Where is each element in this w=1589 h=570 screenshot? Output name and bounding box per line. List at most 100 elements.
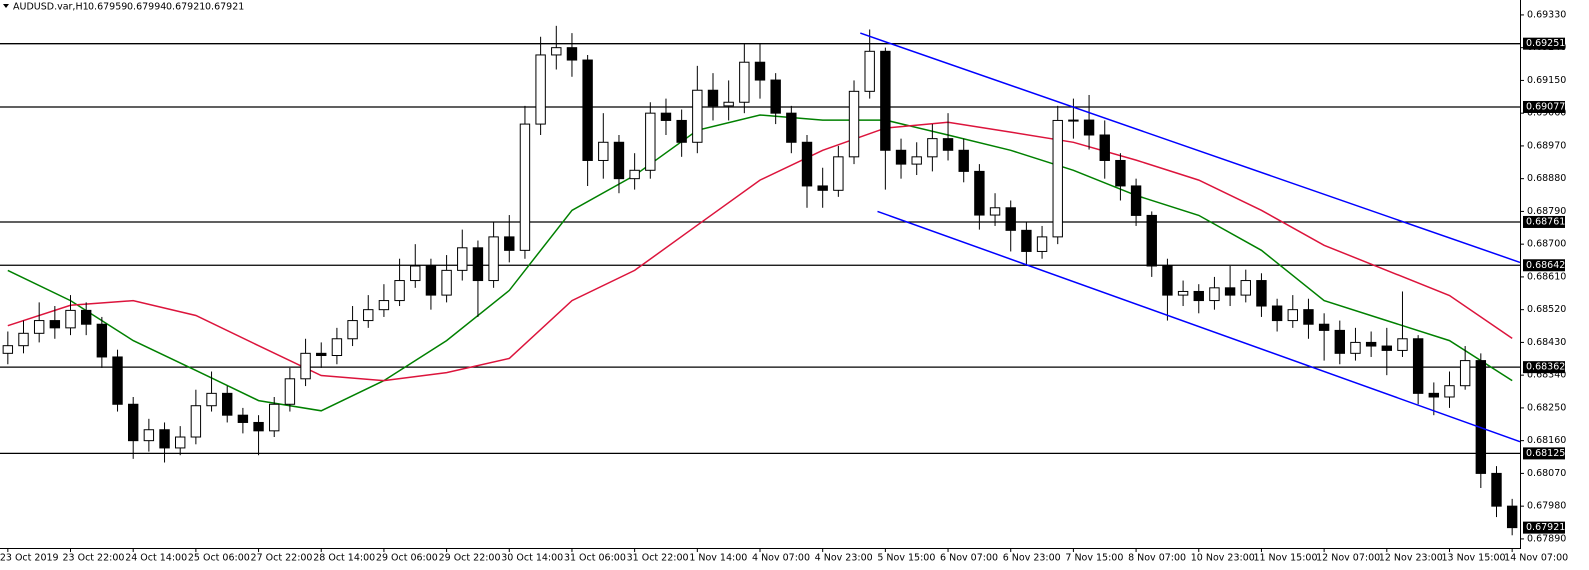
- candle-body: [895, 149, 907, 165]
- x-tick-label: 6 Nov 23:00: [1003, 552, 1061, 563]
- candle-body: [143, 429, 155, 442]
- candle-body: [112, 356, 123, 405]
- candle-body: [833, 156, 844, 191]
- candle-body: [958, 149, 969, 172]
- candle-body: [519, 123, 531, 251]
- candle-body: [33, 320, 45, 334]
- x-tick-label: 4 Nov 07:00: [752, 552, 810, 563]
- x-tick-label: 8 Nov 07:00: [1128, 552, 1186, 563]
- candle-body: [676, 119, 687, 143]
- candle-body: [410, 265, 421, 282]
- x-tick-label: 30 Oct 14:00: [501, 552, 563, 563]
- y-tick-label: 0.69150: [1527, 75, 1566, 86]
- candle-body: [457, 247, 468, 271]
- candle-body: [1287, 309, 1298, 322]
- candle-body: [284, 378, 296, 405]
- x-tick-label: 24 Oct 14:00: [125, 552, 187, 563]
- menu-triangle[interactable]: [3, 4, 9, 8]
- candle-body: [300, 352, 311, 380]
- x-tick-label: 12 Nov 07:00: [1316, 552, 1380, 563]
- candle-body: [1381, 345, 1393, 351]
- candle-body: [1318, 323, 1330, 331]
- candle-body: [613, 141, 625, 180]
- candle-body: [190, 405, 202, 438]
- candle-body: [911, 156, 922, 165]
- candle-body: [1459, 360, 1471, 387]
- candle-body: [65, 309, 76, 329]
- y-tick-label: 0.68070: [1527, 468, 1566, 479]
- candle-body: [786, 112, 797, 143]
- level-label-box: [1523, 447, 1565, 460]
- candle-body: [1224, 287, 1236, 296]
- y-tick-label: 0.68790: [1527, 206, 1566, 217]
- candle-body: [754, 61, 766, 81]
- candle-body: [1350, 341, 1361, 354]
- candle-body: [1099, 134, 1110, 161]
- candle-body: [645, 112, 656, 171]
- candle-body: [1491, 472, 1502, 507]
- candle-body: [1193, 290, 1204, 302]
- current-price-label: 0.67921: [1526, 522, 1565, 533]
- candle-body: [1240, 280, 1251, 296]
- candle-body: [880, 50, 891, 151]
- x-tick-label: 11 Nov 15:00: [1253, 552, 1317, 563]
- x-tick-label: 23 Oct 22:00: [63, 552, 125, 563]
- ohlc-high: 0.67994: [127, 2, 166, 13]
- candle-body: [253, 421, 264, 432]
- candle-body: [723, 101, 734, 107]
- x-tick-label: 14 Nov 07:00: [1504, 552, 1568, 563]
- candle-body: [1115, 159, 1126, 187]
- level-label: 0.69077: [1526, 101, 1565, 112]
- candle-body: [1271, 305, 1283, 322]
- plot-area: [0, 25, 1521, 536]
- candle-body: [1334, 329, 1345, 354]
- candle-body: [316, 352, 327, 357]
- candle-body: [347, 320, 358, 340]
- candle-body: [378, 300, 390, 311]
- y-tick-label: 0.68700: [1527, 239, 1566, 250]
- candle-body: [222, 392, 233, 416]
- level-label-box: [1523, 100, 1565, 113]
- ohlc-low: 0.67921: [166, 2, 205, 13]
- y-tick-label: 0.68430: [1527, 337, 1566, 348]
- candle-body: [237, 414, 249, 423]
- candle-body: [80, 309, 92, 325]
- candle-body: [504, 236, 515, 251]
- candle-body: [942, 138, 954, 151]
- candle-body: [739, 61, 750, 103]
- candle-body: [331, 338, 343, 357]
- level-label-box: [1523, 361, 1565, 374]
- x-tick-label: 4 Nov 23:00: [815, 552, 873, 563]
- x-tick-label: 29 Oct 06:00: [376, 552, 438, 563]
- candle-body: [49, 320, 61, 329]
- candle-body: [1021, 229, 1032, 252]
- level-label: 0.68642: [1526, 260, 1565, 271]
- candle-body: [488, 236, 499, 282]
- x-tick-label: 27 Oct 22:00: [251, 552, 313, 563]
- candle-body: [582, 59, 593, 161]
- ohlc-open: 0.67959: [88, 2, 127, 13]
- trend-channel-line: [860, 32, 1521, 264]
- candle-body: [629, 169, 640, 180]
- candle-body: [18, 332, 29, 347]
- candle-body: [1036, 236, 1048, 252]
- y-tick-label: 0.69060: [1527, 108, 1566, 119]
- candle-body: [1397, 338, 1408, 351]
- candle-body: [1303, 309, 1314, 325]
- x-tick-label: 29 Oct 22:00: [439, 552, 501, 563]
- x-tick-label: 25 Oct 06:00: [188, 552, 250, 563]
- candle-body: [159, 429, 170, 449]
- candle-body: [1444, 385, 1455, 398]
- candle-body: [1428, 392, 1440, 398]
- level-label-box: [1523, 259, 1565, 272]
- candle-body: [817, 185, 828, 191]
- candle-body: [1506, 505, 1518, 529]
- y-tick-label: 0.69330: [1527, 9, 1566, 20]
- level-label: 0.68125: [1526, 448, 1565, 459]
- y-tick-label: 0.68160: [1527, 435, 1566, 446]
- candle-body: [2, 345, 14, 354]
- candle-body: [394, 280, 405, 302]
- current-price-box: [1523, 521, 1565, 534]
